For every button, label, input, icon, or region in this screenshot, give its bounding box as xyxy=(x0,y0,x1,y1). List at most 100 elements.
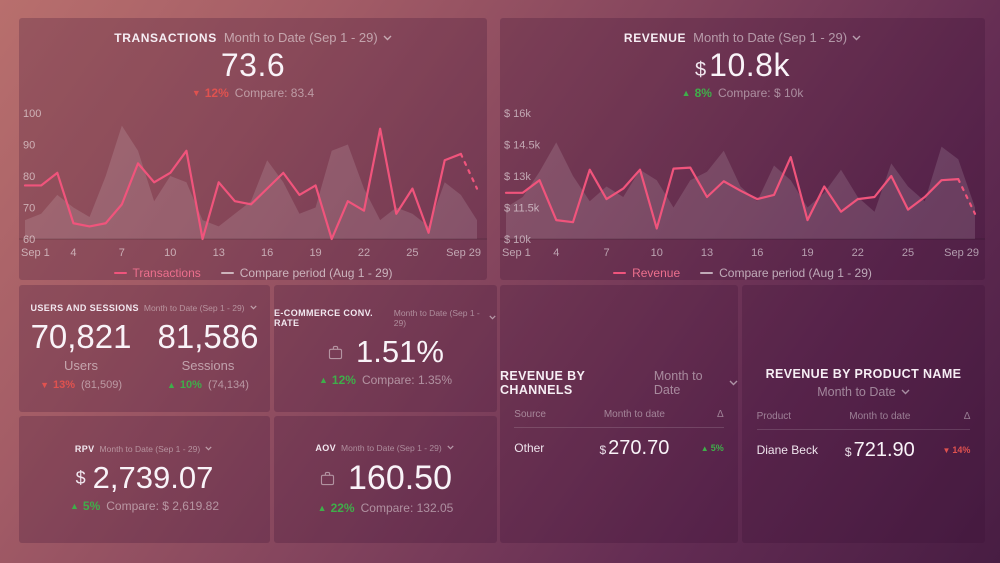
users-value: 70,821 xyxy=(30,318,132,355)
svg-text:Sep 29: Sep 29 xyxy=(446,247,481,259)
rpv-daterange-dropdown[interactable]: Month to Date (Sep 1 - 29) xyxy=(100,444,215,454)
svg-text:90: 90 xyxy=(23,140,35,152)
revenue-title: REVENUE xyxy=(623,30,687,45)
transactions-value: 73.6 xyxy=(220,47,286,83)
rpv-title: RPV xyxy=(74,444,95,454)
transactions-title: TRANSACTIONS xyxy=(114,30,217,45)
channels-daterange-label: Month to Date xyxy=(653,368,703,397)
conv-rate-daterange-dropdown[interactable]: Month to Date (Sep 1 - 29) xyxy=(394,308,497,328)
svg-text:80: 80 xyxy=(23,171,35,183)
legend-item-revenue[interactable]: Revenue xyxy=(613,266,680,280)
product-name: Diane Beck xyxy=(756,443,818,457)
channel-value: $270.70 xyxy=(587,437,682,460)
aov-compare: Compare: 132.05 xyxy=(360,500,454,515)
transactions-daterange-label: Month to Date (Sep 1 - 29) xyxy=(223,30,378,45)
legend-label: Compare period (Aug 1 - 29) xyxy=(239,266,393,280)
rpv-daterange-label: Month to Date (Sep 1 - 29) xyxy=(99,444,201,454)
users-sessions-title: USERS AND SESSIONS xyxy=(30,303,139,313)
legend-line-icon xyxy=(613,272,627,274)
products-title: REVENUE BY PRODUCT NAME xyxy=(765,366,962,381)
chevron-down-icon xyxy=(489,315,497,321)
revenue-delta-pct: 8% xyxy=(694,86,712,100)
products-col-product: Product xyxy=(756,410,792,422)
sessions-metric: 81,586 Sessions ▲ 10% (74,134) xyxy=(158,318,259,394)
sessions-compare: (74,134) xyxy=(207,379,249,391)
aov-daterange-dropdown[interactable]: Month to Date (Sep 1 - 29) xyxy=(341,443,456,453)
delta-arrow-icon: ▲ xyxy=(319,375,328,385)
svg-text:16: 16 xyxy=(261,247,273,259)
sessions-value: 81,586 xyxy=(157,318,259,355)
products-daterange-dropdown[interactable]: Month to Date xyxy=(817,385,910,399)
legend-line-icon xyxy=(113,272,127,274)
legend-item-transactions[interactable]: Transactions xyxy=(113,266,201,280)
legend-label: Compare period (Aug 1 - 29) xyxy=(719,266,872,280)
channels-table: Source Month to date Δ Other $270.70 ▲ 5% xyxy=(514,408,724,460)
revenue-compare: Compare: $ 10k xyxy=(717,86,804,100)
revenue-daterange-dropdown[interactable]: Month to Date (Sep 1 - 29) xyxy=(693,30,861,45)
table-row: Other $270.70 ▲ 5% xyxy=(514,428,723,460)
rpv-delta-pct: 5% xyxy=(82,499,101,513)
value-text: 270.70 xyxy=(608,436,670,459)
svg-text:Sep 29: Sep 29 xyxy=(944,247,979,259)
products-daterange-label: Month to Date xyxy=(817,384,896,399)
delta-pct: 14% xyxy=(952,445,971,455)
conv-rate-delta: ▲ 12% xyxy=(319,373,356,387)
table-row: Diane Beck $721.90 ▼ 14% xyxy=(757,430,971,462)
transactions-compare: Compare: 83.4 xyxy=(234,86,315,100)
channels-daterange-dropdown[interactable]: Month to Date xyxy=(654,369,738,397)
revenue-panel: REVENUE Month to Date (Sep 1 - 29) $ 10.… xyxy=(500,18,985,280)
users-sessions-daterange-dropdown[interactable]: Month to Date (Sep 1 - 29) xyxy=(144,303,259,313)
svg-text:$ 14.5k: $ 14.5k xyxy=(504,140,541,152)
delta-arrow-icon: ▲ xyxy=(700,444,709,453)
svg-text:$ 11.5k: $ 11.5k xyxy=(504,203,540,215)
delta-arrow-icon: ▲ xyxy=(681,88,691,98)
svg-text:7: 7 xyxy=(119,247,125,259)
transactions-panel: TRANSACTIONS Month to Date (Sep 1 - 29) … xyxy=(19,18,487,280)
rpv-value: 2,739.07 xyxy=(92,460,214,495)
transactions-delta-pct: 12% xyxy=(204,86,229,100)
channels-col-source: Source xyxy=(514,408,546,420)
svg-text:$ 10k: $ 10k xyxy=(504,234,531,246)
products-col-month-to-date: Month to date xyxy=(849,410,911,422)
legend-item-compare-period[interactable]: Compare period (Aug 1 - 29) xyxy=(220,266,393,280)
delta-arrow-icon: ▼ xyxy=(191,88,201,98)
chevron-down-icon xyxy=(729,380,738,386)
svg-text:$ 16k: $ 16k xyxy=(504,108,531,120)
chevron-down-icon xyxy=(901,389,910,395)
svg-text:4: 4 xyxy=(553,247,559,259)
revenue-by-product-panel: REVENUE BY PRODUCT NAME Month to Date Pr… xyxy=(742,285,985,543)
aov-card: AOV Month to Date (Sep 1 - 29) 160.50 ▲ … xyxy=(274,416,497,543)
users-metric: 70,821 Users ▼ 13% (81,509) xyxy=(31,318,132,394)
transactions-daterange-dropdown[interactable]: Month to Date (Sep 1 - 29) xyxy=(224,30,392,45)
svg-text:10: 10 xyxy=(651,247,663,259)
delta-arrow-icon: ▲ xyxy=(167,380,176,390)
svg-text:Sep 1: Sep 1 xyxy=(21,247,50,259)
aov-delta: ▲ 22% xyxy=(318,501,355,515)
revenue-value: 10.8k xyxy=(709,47,790,83)
conv-rate-compare: Compare: 1.35% xyxy=(361,373,452,387)
revenue-delta: ▲ 8% xyxy=(682,86,712,100)
legend-line-icon xyxy=(220,272,234,274)
shopping-bag-icon xyxy=(327,344,344,361)
svg-text:22: 22 xyxy=(852,247,864,259)
svg-text:10: 10 xyxy=(164,247,176,259)
channels-col-delta: Δ xyxy=(717,408,724,420)
svg-text:16: 16 xyxy=(751,247,763,259)
aov-title: AOV xyxy=(315,442,337,453)
svg-text:22: 22 xyxy=(358,247,370,259)
delta-arrow-icon: ▲ xyxy=(317,502,327,513)
legend-label: Transactions xyxy=(132,266,201,280)
svg-text:19: 19 xyxy=(801,247,813,259)
sessions-delta: ▲ 10% xyxy=(167,379,202,391)
svg-text:7: 7 xyxy=(603,247,609,259)
users-delta: ▼ 13% xyxy=(40,379,75,391)
legend-item-compare-period[interactable]: Compare period (Aug 1 - 29) xyxy=(700,266,872,280)
rpv-compare: Compare: $ 2,619.82 xyxy=(106,499,219,513)
sessions-label: Sessions xyxy=(181,358,235,373)
currency-symbol: $ xyxy=(844,444,852,459)
channel-name: Other xyxy=(514,441,545,455)
rpv-card: RPV Month to Date (Sep 1 - 29) $ 2,739.0… xyxy=(19,416,270,543)
